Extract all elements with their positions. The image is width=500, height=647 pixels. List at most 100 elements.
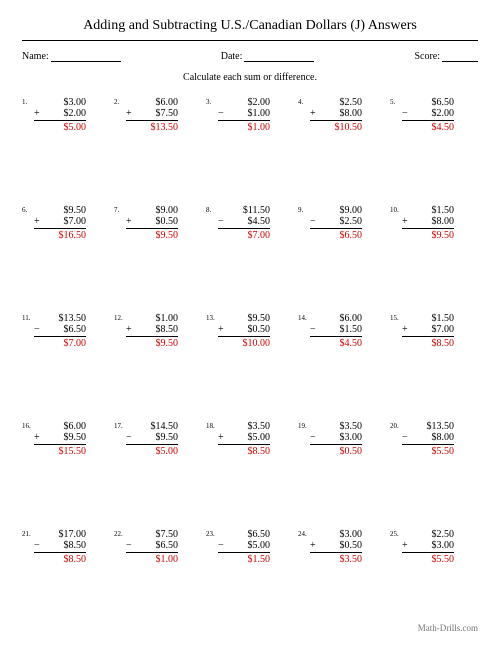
operand-b: $4.50 [248,216,271,227]
operand-b: $8.00 [432,432,455,443]
problem-body: $9.50+$0.50$10.00 [218,313,270,349]
operand-b: $8.50 [156,324,179,335]
date-label: Date: [221,51,243,62]
problem-number: 8. [206,205,218,214]
operator: + [126,108,136,119]
problem-number: 24. [298,529,310,538]
answer: $8.50 [432,337,455,349]
answer: $10.00 [243,337,271,349]
operand-b: $2.00 [432,108,455,119]
problem: 5.$6.50−$2.00$4.50 [390,97,478,185]
score-blank[interactable] [442,52,478,62]
operand-b: $2.00 [64,108,87,119]
operand-b: $8.00 [432,216,455,227]
operator: + [310,108,320,119]
operand-a: $1.50 [432,313,455,324]
answer: $1.50 [248,553,271,565]
operand-a: $13.50 [427,421,455,432]
operator: − [402,108,412,119]
operand-b-row: −$1.00 [218,108,270,121]
problem-number: 6. [22,205,34,214]
operand-b-row: − $2.50 [310,216,362,229]
operand-b-row: −$3.00 [310,432,362,445]
problem-number: 20. [390,421,402,430]
problem-number: 15. [390,313,402,322]
operand-b: $2.50 [340,216,363,227]
answer: $1.00 [248,121,271,133]
operand-a: $2.50 [340,97,363,108]
operand-a: $6.00 [64,421,87,432]
operand-b: $3.00 [340,432,363,443]
operand-b: $0.50 [340,540,363,551]
score-label: Score: [414,51,440,62]
problem-body: $6.00−$1.50$4.50 [310,313,362,349]
operand-b-row: + $2.00 [34,108,86,121]
operand-a: $3.50 [340,421,363,432]
operator: + [126,324,136,335]
operand-a: $6.00 [340,313,363,324]
problem-number: 11. [22,313,34,322]
operand-b: $7.00 [432,324,455,335]
problem-number: 1. [22,97,34,106]
operator: − [310,216,320,227]
answer: $9.50 [156,229,179,241]
operand-b: $9.50 [156,432,179,443]
page-title: Adding and Subtracting U.S./Canadian Dol… [22,18,478,41]
answer: $4.50 [432,121,455,133]
problem: 17.$14.50−$9.50$5.00 [114,421,202,509]
name-blank[interactable] [51,52,121,62]
problem: 20. $13.50 − $8.00 $5.50 [390,421,478,509]
problem-number: 2. [114,97,126,106]
operator: + [310,540,320,551]
operand-b-row: +$0.50 [126,216,178,229]
problem-number: 14. [298,313,310,322]
operator: + [402,540,412,551]
problem: 16.$6.00+$9.50$15.50 [22,421,110,509]
operator: − [310,324,320,335]
name-field: Name: [22,51,121,62]
operand-a: $9.00 [156,205,179,216]
problem-body: $6.00+$7.50$13.50 [126,97,178,133]
problem: 21.$17.00−$8.50$8.50 [22,529,110,617]
operator: − [218,108,228,119]
operand-a: $2.00 [248,97,271,108]
problem-body: $2.50+$8.00$10.50 [310,97,362,133]
answer: $3.50 [340,553,363,565]
problem-number: 18. [206,421,218,430]
problem-body: $13.50 − $8.00 $5.50 [402,421,454,457]
answer: $5.50 [432,445,455,457]
operator: + [34,108,44,119]
problem: 11.$13.50−$6.50$7.00 [22,313,110,401]
operand-b-row: +$7.00 [34,216,86,229]
problem: 9.$9.00−$2.50$6.50 [298,205,386,293]
date-blank[interactable] [244,52,314,62]
problem-body: $7.50−$6.50$1.00 [126,529,178,565]
operand-b-row: +$5.00 [218,432,270,445]
problem-number: 21. [22,529,34,538]
problem: 2.$6.00+$7.50$13.50 [114,97,202,185]
problem-body: $3.50−$3.00$0.50 [310,421,362,457]
operator: − [218,540,228,551]
operator: + [218,324,228,335]
problem: 8.$11.50−$4.50$7.00 [206,205,294,293]
operand-b-row: −$4.50 [218,216,270,229]
problem-body: $13.50−$6.50$7.00 [34,313,86,349]
operand-b-row: +$3.00 [402,540,454,553]
problem-number: 5. [390,97,402,106]
operator: − [402,432,412,443]
operator: + [402,324,412,335]
operand-a: $6.00 [156,97,179,108]
problem-body: $2.50+$3.00$5.50 [402,529,454,565]
problem-body: $17.00−$8.50$8.50 [34,529,86,565]
operand-a: $3.00 [340,529,363,540]
operand-a: $1.00 [156,313,179,324]
operand-b-row: − $2.00 [402,108,454,121]
problem-body: $6.50−$2.00$4.50 [402,97,454,133]
problem-body: $11.50−$4.50$7.00 [218,205,270,241]
answer: $8.50 [248,445,271,457]
operand-a: $7.50 [156,529,179,540]
problem-body: $3.00+$2.00$5.00 [34,97,86,133]
problem: 22.$7.50−$6.50$1.00 [114,529,202,617]
operand-b-row: + $8.00 [402,216,454,229]
operator: + [402,216,412,227]
